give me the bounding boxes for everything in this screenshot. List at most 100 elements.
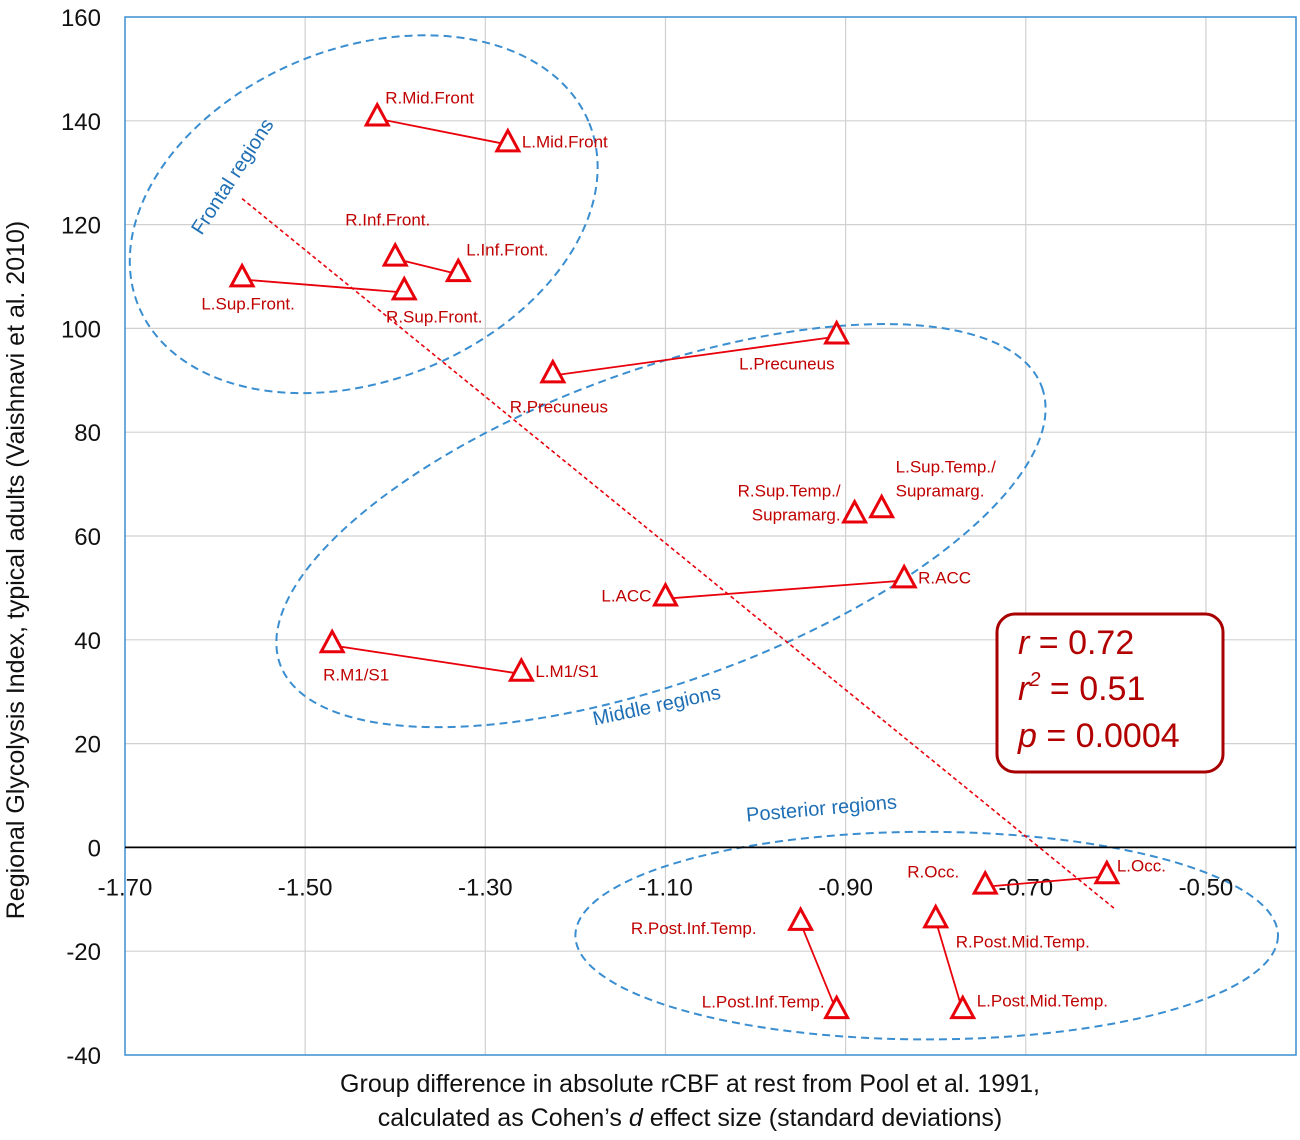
region-ellipse-posterior xyxy=(574,830,1279,1041)
x-tick-label: -0.50 xyxy=(1179,874,1234,901)
point-label-l-inf-front: L.Inf.Front. xyxy=(466,240,548,259)
pair-line xyxy=(242,278,405,294)
point-label-r-sup-front: R.Sup.Front. xyxy=(386,307,482,326)
point-label-l-precuneus: L.Precuneus xyxy=(739,355,834,374)
point-l-sup-front xyxy=(228,262,256,288)
x-tick-label: -0.70 xyxy=(998,874,1053,901)
point-label-l-mid-front: L.Mid.Front xyxy=(522,133,608,152)
stat-p-value: = 0.0004 xyxy=(1037,717,1180,755)
x-tick-label: -1.30 xyxy=(458,874,513,901)
pair-line xyxy=(552,335,837,377)
point-r-post-inf-temp xyxy=(787,905,815,931)
point-label-r-precuneus: R.Precuneus xyxy=(510,398,608,417)
stat-r2-sup: 2 xyxy=(1028,669,1040,691)
point-r-post-mid-temp xyxy=(922,903,950,929)
point-label-line: Supramarg. xyxy=(896,481,985,500)
pair-line xyxy=(799,922,838,1012)
point-label-r-post-inf-temp: R.Post.Inf.Temp. xyxy=(631,919,757,938)
stat-r2-label: r xyxy=(1018,670,1031,708)
y-tick-label: 140 xyxy=(61,109,101,136)
point-l-inf-front xyxy=(444,257,472,283)
point-l-mid-front xyxy=(494,127,522,153)
pair-lines xyxy=(242,117,1107,1012)
stat-r-label: r xyxy=(1018,624,1031,662)
y-tick-label: 40 xyxy=(74,628,101,655)
point-r-m1-s1 xyxy=(318,628,346,654)
x-axis-title-line2-italic: d xyxy=(629,1104,644,1132)
point-label-r-occ: R.Occ. xyxy=(907,863,959,882)
region-ellipse-middle xyxy=(275,323,1047,729)
point-l-post-inf-temp xyxy=(823,994,851,1020)
point-r-precuneus xyxy=(539,358,567,384)
y-axis-title: Regional Glycolysis Index, typical adult… xyxy=(2,221,30,920)
point-r-inf-front xyxy=(381,241,409,267)
data-points xyxy=(228,101,1121,1020)
point-label-r-sup-temp: R.Sup.Temp./ Supramarg. xyxy=(738,482,841,525)
point-label-l-post-inf-temp: L.Post.Inf.Temp. xyxy=(702,992,825,1011)
point-label-l-sup-front: L.Sup.Front. xyxy=(201,295,295,314)
stat-r-value: = 0.72 xyxy=(1029,624,1134,662)
region-ellipses xyxy=(128,34,1279,1041)
point-l-occ xyxy=(1093,859,1121,885)
pair-line xyxy=(985,875,1107,888)
y-tick-label: 0 xyxy=(88,835,101,862)
point-l-precuneus xyxy=(823,319,851,345)
point-label-l-occ: L.Occ. xyxy=(1117,856,1166,875)
gridlines xyxy=(125,17,1296,1055)
x-tick-label: -1.50 xyxy=(278,874,333,901)
y-tick-labels: -40 -20 0 20 40 60 80 100 120 140 160 xyxy=(61,5,101,1070)
point-label-line: R.Sup.Temp./ xyxy=(738,482,841,501)
y-tick-label: 100 xyxy=(61,316,101,343)
stats-box-border xyxy=(995,612,1225,774)
region-ellipse-frontal xyxy=(128,34,599,395)
point-label-l-m1-s1: L.M1/S1 xyxy=(535,662,598,681)
stat-p: p = 0.0004 xyxy=(1017,717,1180,755)
region-label-frontal: Frontal regions xyxy=(187,115,278,239)
pair-line xyxy=(665,579,905,600)
x-axis-title-line2-pre: calculated as Cohen’s xyxy=(378,1104,629,1132)
point-r-mid-front xyxy=(363,101,391,127)
region-label-posterior: Posterior regions xyxy=(745,791,898,826)
y-tick-label: -40 xyxy=(66,1043,101,1070)
stat-r: r = 0.72 xyxy=(1018,624,1134,662)
y-tick-label: -20 xyxy=(66,939,101,966)
point-label-r-inf-front: R.Inf.Front. xyxy=(345,211,430,230)
point-l-acc xyxy=(651,581,679,607)
point-l-m1-s1 xyxy=(507,656,535,682)
stat-r2: r2 = 0.51 xyxy=(1018,669,1145,708)
point-r-occ xyxy=(971,869,999,895)
plot-area-border xyxy=(124,16,1297,1056)
y-tick-label: 20 xyxy=(74,732,101,759)
point-r-sup-front xyxy=(390,275,418,301)
point-label-r-mid-front: R.Mid.Front xyxy=(385,89,474,108)
y-tick-label: 160 xyxy=(61,5,101,32)
x-tick-label: -1.70 xyxy=(98,874,153,901)
pair-line xyxy=(377,117,509,146)
point-label-l-acc: L.ACC xyxy=(601,587,651,606)
trend-line xyxy=(241,198,1117,911)
x-tick-label: -1.10 xyxy=(638,874,693,901)
point-labels: R.Mid.Front L.Mid.Front R.Inf.Front. L.Inf.… xyxy=(201,89,1166,1012)
x-axis-title-line2: calculated as Cohen’s d effect size (sta… xyxy=(378,1104,1002,1132)
region-labels: Frontal regions Middle regions Posterior r… xyxy=(187,115,897,827)
stat-r2-value: = 0.51 xyxy=(1040,670,1145,708)
region-label-middle: Middle regions xyxy=(591,682,723,731)
point-label-l-sup-temp: L.Sup.Temp./ Supramarg. xyxy=(896,457,996,500)
point-label-r-post-mid-temp: R.Post.Mid.Temp. xyxy=(956,932,1090,951)
y-tick-label: 120 xyxy=(61,213,101,240)
pair-line xyxy=(332,644,522,675)
point-label-line: Supramarg. xyxy=(752,506,841,525)
point-label-r-m1-s1: R.M1/S1 xyxy=(323,665,389,684)
x-tick-labels: -1.70 -1.50 -1.30 -1.10 -0.90 -0.70 -0.50 xyxy=(98,874,1234,901)
stat-p-label: p xyxy=(1017,717,1037,755)
point-r-sup-temp xyxy=(841,498,869,524)
point-label-l-post-mid-temp: L.Post.Mid.Temp. xyxy=(977,991,1108,1010)
stats-box: r = 0.72 r2 = 0.51 p = 0.0004 xyxy=(995,612,1225,774)
x-axis-title-line2-post: effect size (standard deviations) xyxy=(643,1104,1002,1132)
x-axis-title-line1: Group difference in absolute rCBF at res… xyxy=(340,1070,1040,1098)
pair-line xyxy=(934,920,964,1012)
point-label-line: L.Sup.Temp./ xyxy=(896,457,996,476)
point-l-sup-temp xyxy=(868,493,896,519)
y-tick-label: 60 xyxy=(74,524,101,551)
